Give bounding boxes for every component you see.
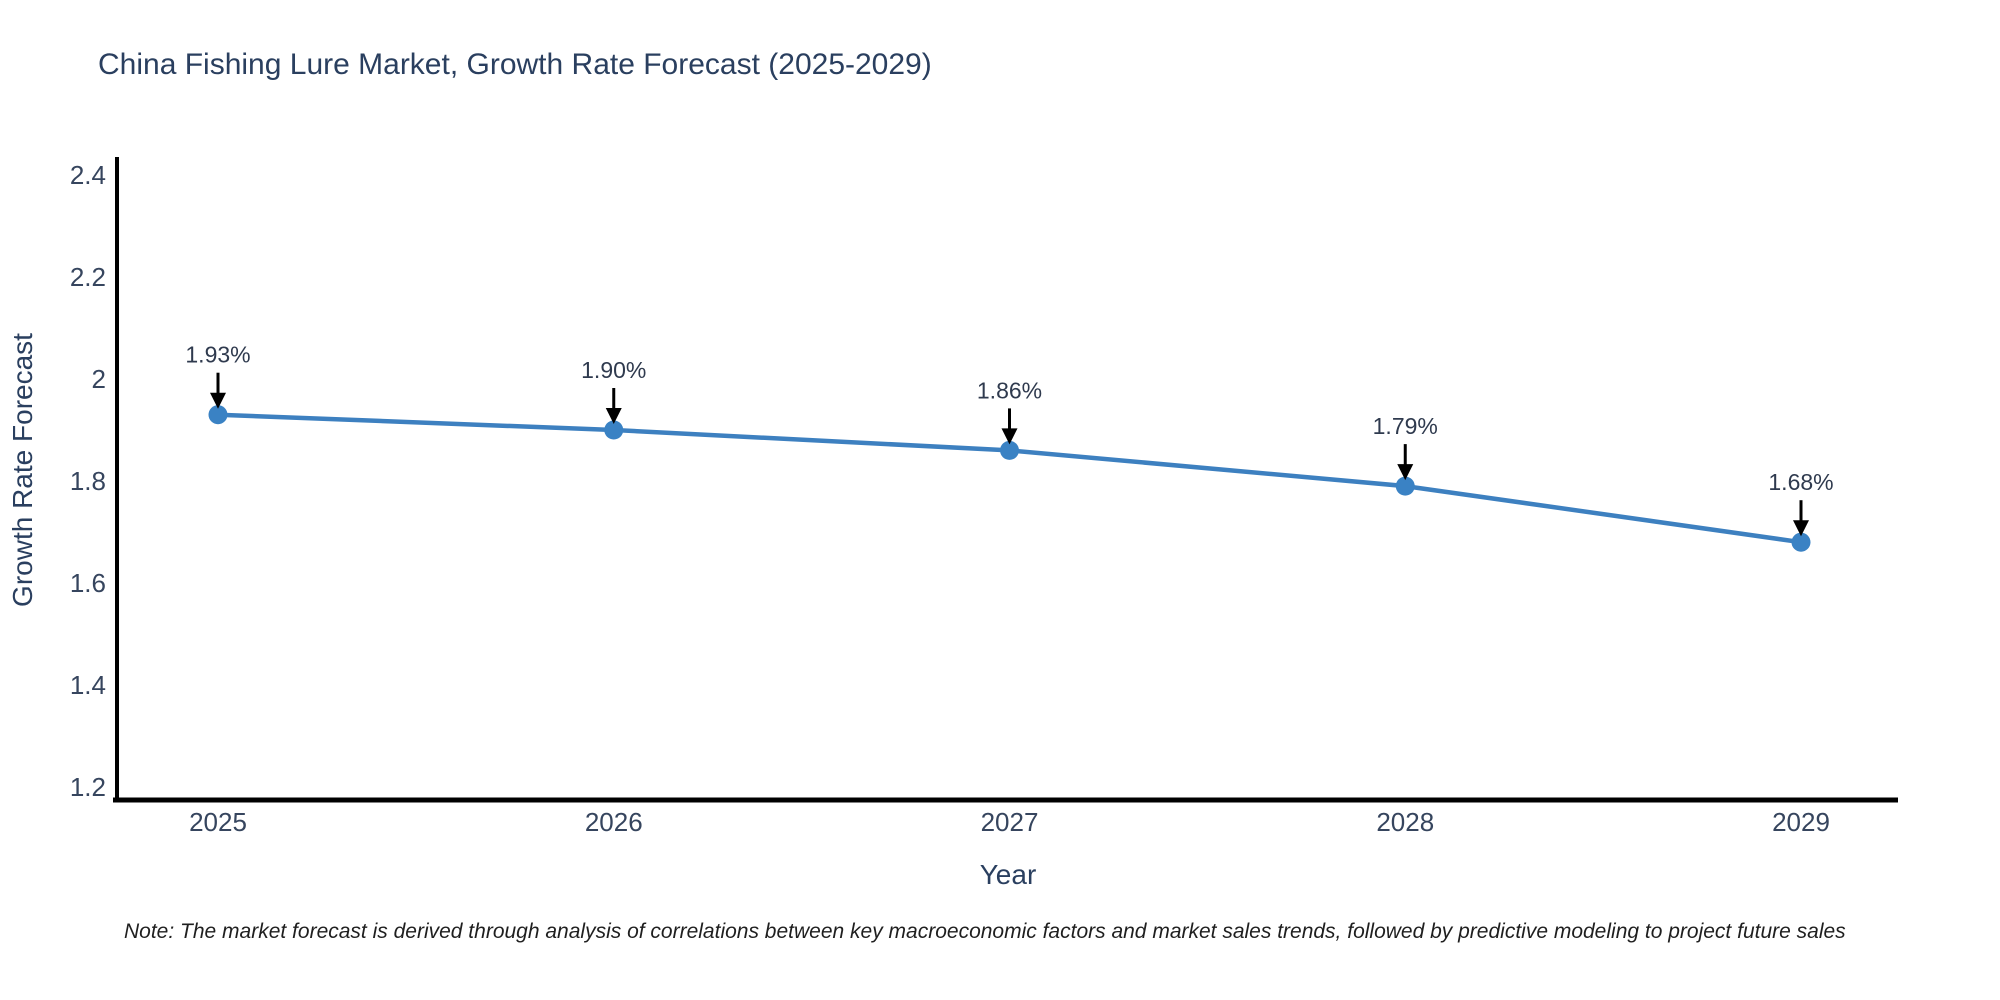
data-label-2026: 1.90%	[581, 357, 646, 383]
y-tick-label: 1.2	[70, 772, 106, 802]
data-label-2027: 1.86%	[977, 377, 1042, 403]
x-tick-label: 2027	[981, 807, 1039, 837]
y-tick-label: 1.8	[70, 466, 106, 496]
data-point-2025	[208, 405, 228, 425]
annotation-arrowhead	[1793, 520, 1809, 537]
chart-title: China Fishing Lure Market, Growth Rate F…	[98, 48, 932, 81]
footnote: Note: The market forecast is derived thr…	[124, 920, 1846, 943]
y-tick-label: 2	[92, 364, 106, 394]
x-axis-title: Year	[980, 859, 1037, 890]
x-tick-label: 2029	[1772, 807, 1830, 837]
y-tick-label: 2.2	[70, 262, 106, 292]
x-tick-label: 2028	[1376, 807, 1434, 837]
y-axis-title: Growth Rate Forecast	[7, 333, 38, 607]
data-label-2028: 1.79%	[1373, 413, 1438, 439]
annotation-arrowhead	[210, 392, 226, 409]
data-label-2025: 1.93%	[185, 342, 250, 368]
annotation-arrowhead	[605, 408, 622, 424]
y-tick-label: 2.4	[70, 160, 106, 190]
data-label-2029: 1.68%	[1768, 469, 1833, 495]
x-tick-label: 2025	[189, 807, 247, 837]
data-point-2027	[1000, 440, 1019, 460]
data-point-2026	[604, 420, 624, 440]
data-point-2028	[1395, 476, 1415, 496]
y-tick-label: 1.6	[70, 568, 106, 598]
y-tick-label: 1.4	[70, 670, 106, 700]
x-tick-label: 2026	[585, 807, 643, 837]
annotation-arrowhead	[1397, 464, 1414, 481]
data-point-2029	[1791, 532, 1811, 552]
annotation-arrowhead	[1001, 428, 1018, 445]
